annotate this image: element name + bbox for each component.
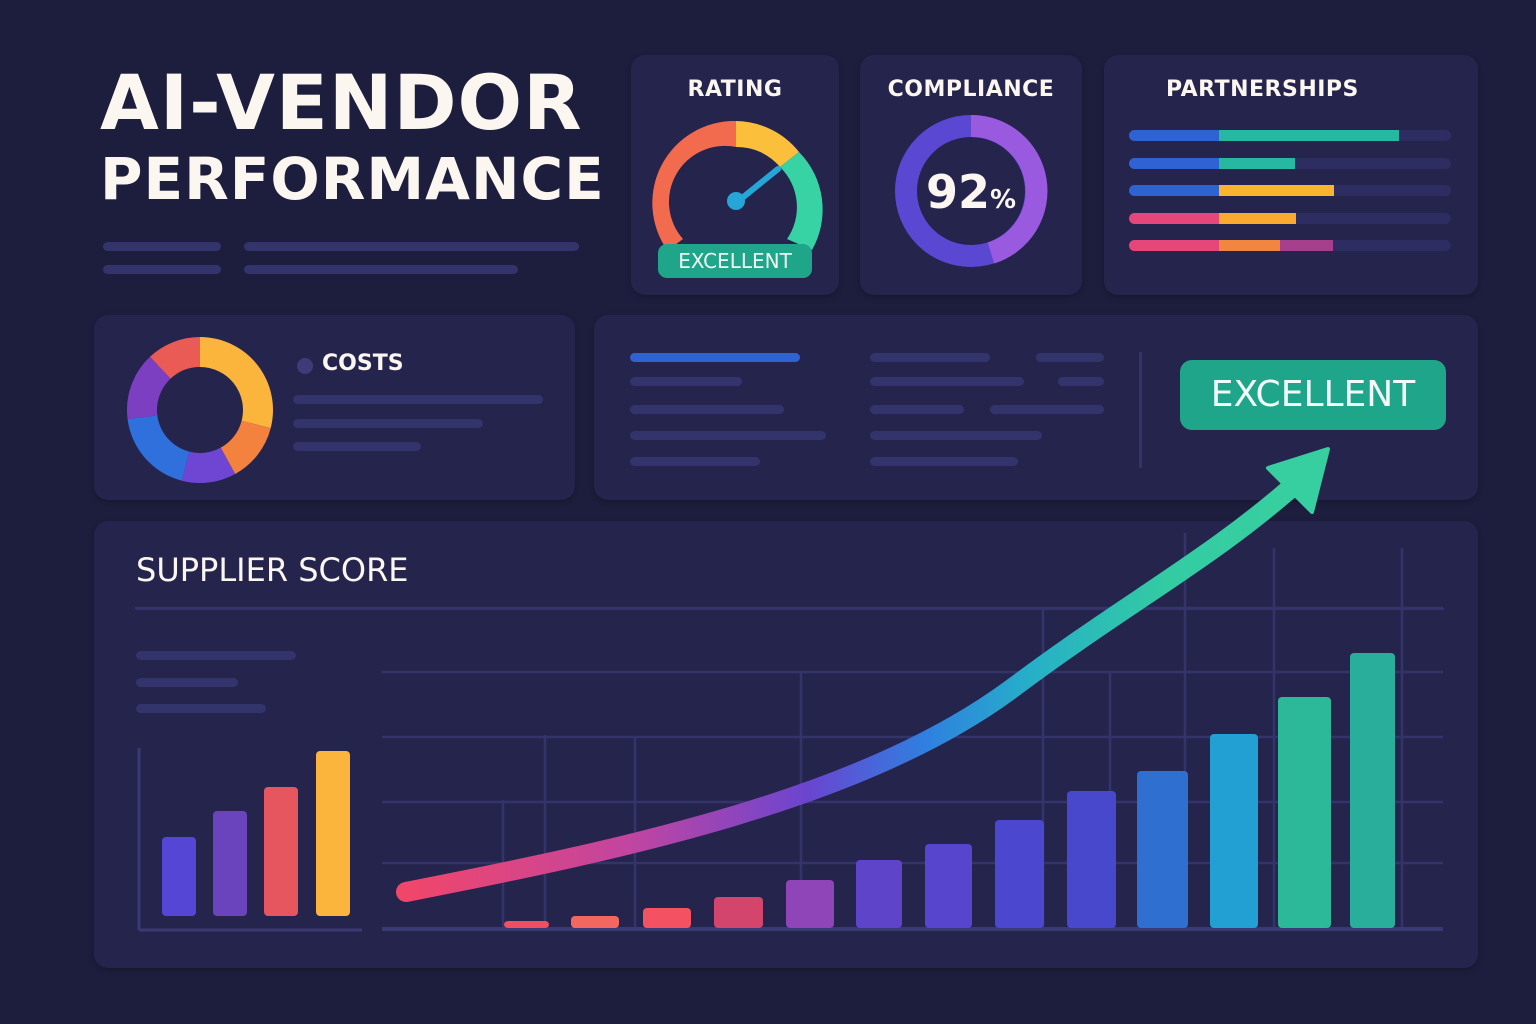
excellent-badge[interactable]: EXCELLENT [1180, 360, 1446, 430]
bar [571, 916, 619, 928]
trend-arrow [396, 470, 1310, 902]
partnership-bar-segment [1129, 185, 1219, 196]
bar [643, 908, 691, 928]
gauge-icon [652, 120, 823, 251]
costs-line [293, 442, 421, 451]
summary-line [990, 405, 1104, 414]
costs-donut [127, 337, 273, 483]
summary-line [630, 377, 742, 386]
partnership-bar-track [1129, 212, 1451, 224]
supplier-line [136, 651, 296, 660]
summary-line [870, 377, 1024, 386]
subtitle-placeholder [244, 265, 518, 274]
compliance-value: 92% [925, 165, 1017, 219]
supplier-line [136, 678, 238, 687]
costs-donut-slice [181, 447, 236, 483]
summary-line [870, 457, 1018, 466]
partnership-bar-track [1129, 157, 1451, 169]
partnership-bar-segment [1219, 185, 1334, 196]
summary-line-highlight [630, 353, 800, 362]
bar [213, 811, 247, 916]
summary-card: EXCELLENT [594, 315, 1478, 500]
costs-line [293, 419, 483, 428]
bar [995, 820, 1044, 928]
partnership-bar-track [1129, 130, 1451, 141]
bar [1137, 771, 1188, 928]
partnership-bar-segment [1129, 130, 1219, 141]
rating-card: RATING EXCELLENT [631, 55, 839, 295]
summary-line [870, 353, 990, 362]
bar [504, 921, 549, 928]
partnership-bar-segment [1129, 212, 1219, 224]
supplier-title: SUPPLIER SCORE [136, 551, 409, 589]
bar [162, 837, 196, 916]
costs-donut-slice [200, 337, 273, 429]
supplier-line [136, 704, 266, 713]
costs-donut-slice [127, 356, 171, 420]
bar [925, 844, 972, 928]
bar [856, 860, 902, 928]
bar [786, 880, 834, 928]
rating-title: RATING [687, 77, 783, 102]
costs-card: COSTS [94, 315, 575, 500]
costs-title: COSTS [322, 351, 404, 376]
partnership-bar-segment [1219, 157, 1295, 169]
arrow-head-icon [1266, 447, 1330, 514]
costs-line [293, 395, 543, 404]
partnership-bar-segment [1219, 240, 1280, 251]
partnership-bar-segment [1280, 240, 1333, 251]
summary-line [870, 405, 964, 414]
summary-divider [1139, 352, 1142, 468]
summary-line [1058, 377, 1104, 386]
compliance-title: COMPLIANCE [887, 77, 1055, 102]
compliance-ring [895, 114, 1048, 267]
partnership-bar-segment [1129, 157, 1219, 169]
partnership-bar-track [1129, 240, 1451, 251]
bar [1278, 697, 1331, 928]
rating-badge: EXCELLENT [658, 244, 812, 278]
summary-line [630, 405, 784, 414]
compliance-card: COMPLIANCE 92% [860, 55, 1082, 295]
costs-donut-slice [150, 337, 200, 379]
costs-donut-slice [127, 415, 190, 481]
summary-line [870, 431, 1042, 440]
bar [1350, 653, 1395, 928]
subtitle-placeholder [103, 265, 221, 274]
partnership-bar-segment [1219, 130, 1399, 141]
bar [1210, 734, 1258, 928]
costs-donut-slice [220, 420, 271, 474]
summary-line [1036, 353, 1104, 362]
partnership-bar-segment [1129, 240, 1219, 251]
page-title-line1: AI-VENDOR [100, 58, 583, 147]
partnership-bar-segment [1219, 212, 1296, 224]
subtitle-placeholder [244, 242, 579, 251]
partnerships-card: PARTNERSHIPS [1104, 55, 1478, 295]
costs-legend-dot [297, 358, 313, 374]
bar [316, 751, 350, 916]
bar [1067, 791, 1116, 928]
partnerships-title: PARTNERSHIPS [1166, 77, 1359, 102]
partnership-bar-track [1129, 185, 1451, 196]
bar [264, 787, 298, 916]
subtitle-placeholder [103, 242, 221, 251]
summary-line [630, 431, 826, 440]
summary-line [630, 457, 760, 466]
page-title-line2: PERFORMANCE [100, 145, 605, 213]
bar [714, 897, 763, 928]
